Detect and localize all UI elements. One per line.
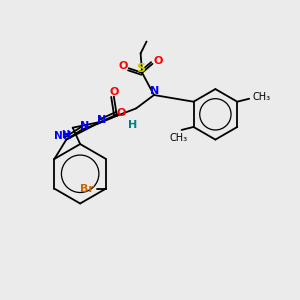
Text: S: S <box>136 62 145 75</box>
Text: O: O <box>116 108 126 118</box>
Text: N: N <box>97 115 106 125</box>
Text: H: H <box>61 130 69 140</box>
Text: CH₃: CH₃ <box>252 92 270 102</box>
Text: H: H <box>128 120 137 130</box>
Text: O: O <box>119 61 128 71</box>
Text: CH₃: CH₃ <box>169 133 188 143</box>
Text: Br: Br <box>80 184 94 194</box>
Text: O: O <box>109 87 119 97</box>
Text: NH: NH <box>54 131 71 141</box>
Text: N: N <box>150 85 159 96</box>
Text: N: N <box>80 121 90 131</box>
Text: O: O <box>153 56 163 66</box>
